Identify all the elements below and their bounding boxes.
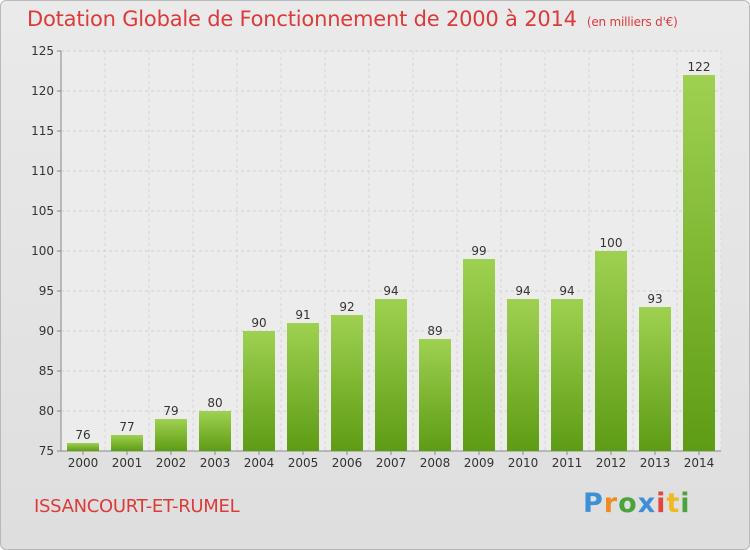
y-tick-label: 105 bbox=[31, 204, 54, 218]
logo-letter: i bbox=[656, 488, 667, 519]
y-tick-label: 95 bbox=[39, 284, 54, 298]
x-tick-label: 2000 bbox=[68, 456, 99, 470]
bar bbox=[463, 259, 495, 451]
bar bbox=[67, 443, 99, 451]
logo-letter: o bbox=[618, 488, 638, 519]
y-tick-label: 80 bbox=[39, 404, 54, 418]
bar bbox=[287, 323, 319, 451]
bar-value-label: 99 bbox=[471, 244, 486, 258]
bar bbox=[551, 299, 583, 451]
bar-value-label: 93 bbox=[647, 292, 662, 306]
y-tick-label: 85 bbox=[39, 364, 54, 378]
bar bbox=[375, 299, 407, 451]
y-tick-label: 115 bbox=[31, 124, 54, 138]
label-layer: 76 2000 77 2001 79 2002 80 2003 90 2004 91 2005 92 20… bbox=[68, 60, 715, 470]
bar-value-label: 100 bbox=[600, 236, 623, 250]
bar-value-label: 79 bbox=[163, 404, 178, 418]
x-tick-label: 2008 bbox=[420, 456, 451, 470]
bar-value-label: 90 bbox=[251, 316, 266, 330]
x-tick-label: 2010 bbox=[508, 456, 539, 470]
bar-value-label: 77 bbox=[119, 420, 134, 434]
y-tick-label: 75 bbox=[39, 444, 54, 458]
bar-value-label: 89 bbox=[427, 324, 442, 338]
x-tick-label: 2013 bbox=[640, 456, 671, 470]
logo-letter: r bbox=[603, 488, 619, 519]
bar bbox=[155, 419, 187, 451]
bar bbox=[639, 307, 671, 451]
proxiti-logo[interactable]: Proxiti bbox=[583, 488, 691, 519]
bar-value-label: 94 bbox=[515, 284, 530, 298]
bar-value-label: 91 bbox=[295, 308, 310, 322]
bar-value-label: 76 bbox=[75, 428, 90, 442]
x-tick-label: 2014 bbox=[684, 456, 715, 470]
logo-letter: x bbox=[637, 488, 657, 519]
y-tick-label: 90 bbox=[39, 324, 54, 338]
bar bbox=[111, 435, 143, 451]
bar bbox=[331, 315, 363, 451]
chart-unit: (en milliers d'€) bbox=[586, 15, 678, 29]
bar bbox=[419, 339, 451, 451]
logo-letter: P bbox=[583, 488, 604, 519]
bar-value-label: 80 bbox=[207, 396, 222, 410]
x-tick-label: 2002 bbox=[156, 456, 187, 470]
x-tick-label: 2003 bbox=[200, 456, 231, 470]
chart-title-text: Dotation Globale de Fonctionnement de 20… bbox=[27, 7, 577, 31]
x-tick-label: 2009 bbox=[464, 456, 495, 470]
bar bbox=[243, 331, 275, 451]
y-tick-label: 120 bbox=[31, 84, 54, 98]
y-tick-label: 110 bbox=[31, 164, 54, 178]
bar-layer bbox=[67, 75, 715, 451]
x-tick-label: 2004 bbox=[244, 456, 275, 470]
bar bbox=[683, 75, 715, 451]
bar-value-label: 94 bbox=[383, 284, 398, 298]
x-tick-label: 2005 bbox=[288, 456, 319, 470]
bar bbox=[507, 299, 539, 451]
y-tick-label: 100 bbox=[31, 244, 54, 258]
commune-name: ISSANCOURT-ET-RUMEL bbox=[34, 496, 240, 517]
y-tick-label: 125 bbox=[31, 44, 54, 58]
x-tick-label: 2001 bbox=[112, 456, 143, 470]
x-tick-label: 2012 bbox=[596, 456, 627, 470]
logo-letter: t bbox=[666, 488, 681, 519]
x-tick-label: 2011 bbox=[552, 456, 583, 470]
bar-value-label: 92 bbox=[339, 300, 354, 314]
x-tick-label: 2007 bbox=[376, 456, 407, 470]
bar bbox=[199, 411, 231, 451]
logo-letter: i bbox=[680, 488, 691, 519]
chart-title: Dotation Globale de Fonctionnement de 20… bbox=[27, 7, 678, 31]
x-tick-label: 2006 bbox=[332, 456, 363, 470]
bar bbox=[595, 251, 627, 451]
bar-value-label: 122 bbox=[688, 60, 711, 74]
bar-value-label: 94 bbox=[559, 284, 574, 298]
